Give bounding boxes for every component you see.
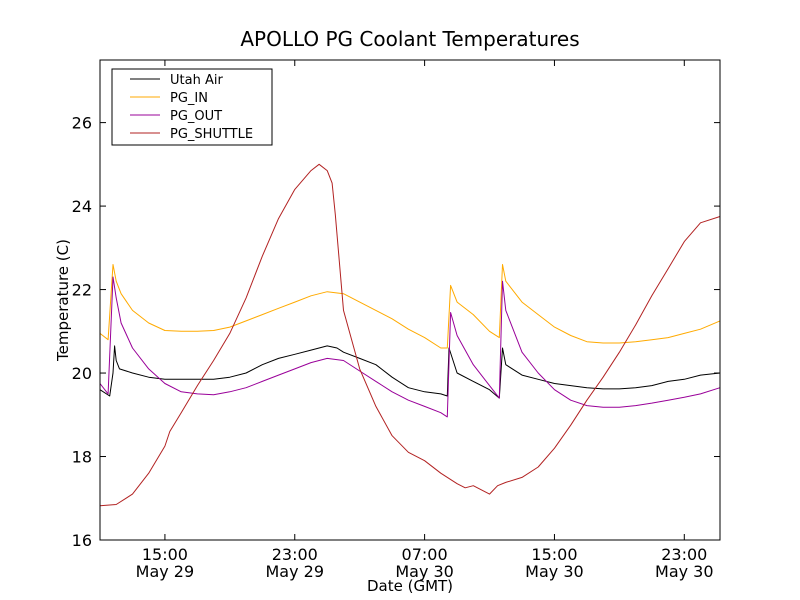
- legend-label: PG_OUT: [170, 109, 222, 124]
- chart-title: APOLLO PG Coolant Temperatures: [240, 27, 579, 51]
- series-line-pg-shuttle: [99, 163, 721, 507]
- x-tick-label-time: 15:00: [142, 545, 188, 564]
- x-tick-label-time: 23:00: [661, 545, 707, 564]
- y-tick-label: 16: [72, 531, 92, 550]
- y-tick-label: 26: [72, 114, 92, 133]
- y-tick-label: 22: [72, 281, 92, 300]
- series-layer: [99, 163, 721, 507]
- legend-label: Utah Air: [170, 73, 223, 88]
- y-tick-label: 20: [72, 364, 92, 383]
- x-tick-label-time: 23:00: [272, 545, 318, 564]
- y-tick-label: 18: [72, 448, 92, 467]
- x-tick-label-time: 07:00: [402, 545, 448, 564]
- x-tick-label-date: May 30: [525, 562, 584, 581]
- x-tick-label-date: May 30: [395, 562, 454, 581]
- x-tick-label-date: May 30: [655, 562, 714, 581]
- x-axis-label: Date (GMT): [367, 577, 453, 595]
- x-tick-label-date: May 29: [136, 562, 195, 581]
- series-line-utah-air: [99, 345, 721, 399]
- x-tick-label-date: May 29: [265, 562, 324, 581]
- series-line-pg-out: [99, 276, 721, 418]
- y-tick-label: 24: [72, 197, 92, 216]
- legend: Utah Air PG_IN PG_OUT PG_SHUTTLE: [111, 68, 273, 146]
- series-line-pg-in: [99, 264, 721, 349]
- legend-label: PG_SHUTTLE: [170, 127, 253, 142]
- y-axis-label: Temperature (C): [54, 239, 72, 362]
- y-axis: 16 18 20 22 24 26: [72, 114, 720, 550]
- legend-box: [111, 68, 273, 146]
- x-tick-label-time: 15:00: [531, 545, 577, 564]
- legend-label: PG_IN: [170, 91, 208, 106]
- plot-area: [99, 59, 721, 541]
